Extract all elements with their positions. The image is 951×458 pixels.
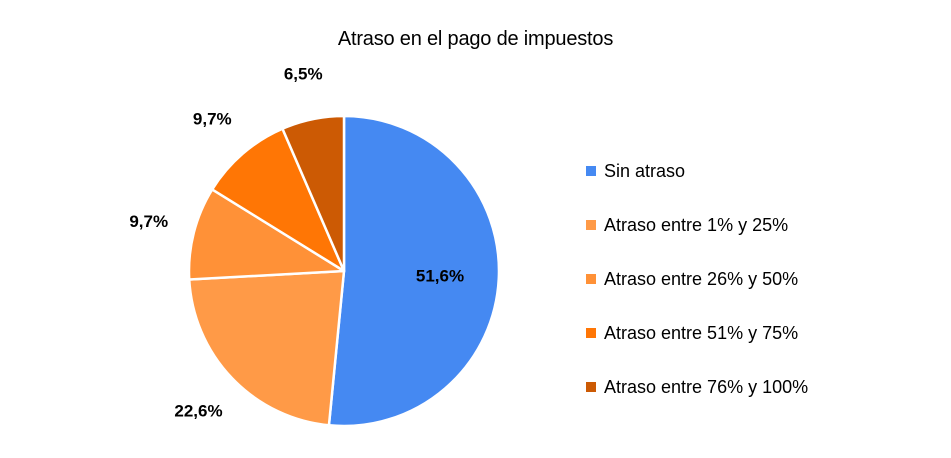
pie-slice xyxy=(327,114,501,428)
legend-swatch xyxy=(586,220,596,230)
data-label: 9,7% xyxy=(193,110,232,129)
data-labels: 51,6% 22,6% 9,7% 9,7% 6,5% xyxy=(129,65,464,421)
chart-title: Atraso en el pago de impuestos xyxy=(337,28,614,50)
data-label: 6,5% xyxy=(284,65,323,84)
legend-label: Atraso entre 1% y 25% xyxy=(604,215,789,235)
legend-swatch xyxy=(586,274,596,284)
data-label: 51,6% xyxy=(416,267,464,286)
data-label: 9,7% xyxy=(129,212,168,231)
pie-slice xyxy=(187,269,346,427)
legend-label: Sin atraso xyxy=(604,161,686,181)
pie-slice xyxy=(210,127,346,273)
legend-swatch xyxy=(586,382,596,392)
legend-item: Atraso entre 51% y 75% xyxy=(586,320,946,374)
legend-item: Atraso entre 76% y 100% xyxy=(586,374,946,428)
legend-label: Atraso entre 51% y 75% xyxy=(604,323,799,343)
legend-item: Atraso entre 1% y 25% xyxy=(586,212,946,266)
legend-swatch xyxy=(586,166,596,176)
pie-slices xyxy=(187,114,501,428)
legend-label: Atraso entre 76% y 100% xyxy=(604,377,809,397)
legend-label: Atraso entre 26% y 50% xyxy=(604,269,799,289)
legend-swatch xyxy=(586,328,596,338)
data-label: 22,6% xyxy=(174,401,222,420)
legend: Sin atraso Atraso entre 1% y 25% Atraso en… xyxy=(586,158,946,428)
pie-slice xyxy=(281,114,346,273)
legend-item: Sin atraso xyxy=(586,158,946,212)
legend-item: Atraso entre 26% y 50% xyxy=(586,266,946,320)
pie-slice xyxy=(187,188,346,281)
